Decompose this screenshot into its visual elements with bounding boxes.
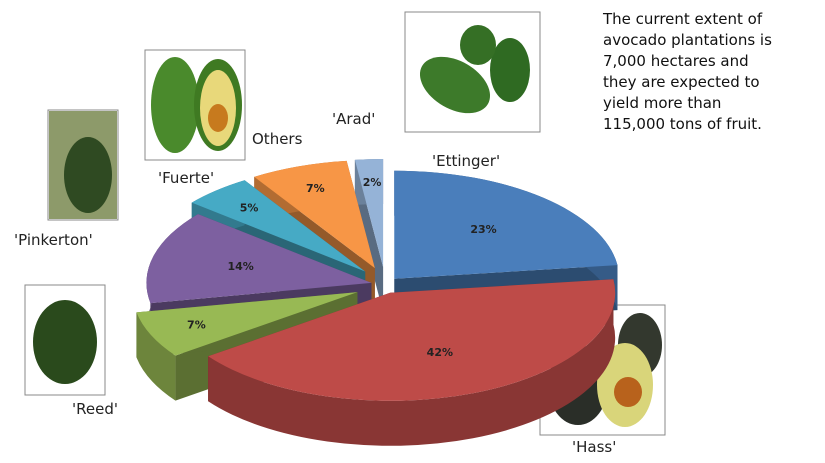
slice (354, 159, 384, 268)
value-label: 23% (470, 223, 496, 236)
pie: 2% 7% 23% 5% 14% 7% 42% (136, 159, 618, 446)
value-label: 2% (363, 176, 382, 189)
annotation-line: avocado plantations is (603, 31, 772, 49)
annotation-line: 115,000 tons of fruit. (603, 115, 762, 133)
photo-reed (24, 284, 106, 396)
category-label: 'Ettinger' (432, 152, 500, 170)
category-label: 'Pinkerton' (14, 231, 93, 249)
category-label: 'Reed' (72, 400, 118, 418)
category-label: Others (252, 130, 303, 148)
value-label: 7% (306, 182, 325, 195)
photo-ettinger (404, 11, 541, 133)
slice (146, 214, 372, 304)
value-label: 42% (427, 346, 453, 359)
slice-side (208, 279, 616, 446)
value-label: 5% (240, 201, 259, 214)
category-label: 'Fuerte' (158, 169, 214, 187)
value-label: 7% (187, 319, 206, 332)
slice-side (136, 312, 176, 401)
category-label: 'Hass' (572, 438, 616, 456)
slice (254, 160, 375, 269)
annotation-line: The current extent of (602, 10, 763, 28)
annotation-line: 7,000 hectares and (603, 52, 749, 70)
annotation: The current extent of avocado plantations… (602, 10, 772, 133)
annotation-line: yield more than (603, 94, 721, 112)
labels: 'Ettinger' 'Hass' 'Reed' 'Pinkerton' 'Fuerte… (14, 110, 616, 456)
annotation-line: they are expected to (603, 73, 760, 91)
photo-fuerte (144, 49, 246, 161)
photo-pinkerton (47, 109, 119, 221)
slice (136, 292, 358, 356)
value-label: 14% (228, 260, 254, 273)
category-label: 'Arad' (332, 110, 375, 128)
slice (394, 170, 618, 279)
slice (208, 279, 616, 401)
slice (191, 180, 366, 272)
